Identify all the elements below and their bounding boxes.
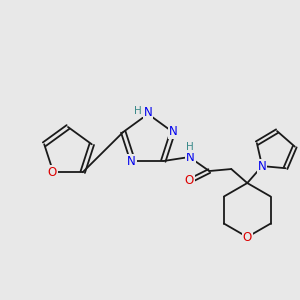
Text: N: N <box>144 106 152 119</box>
Text: O: O <box>48 166 57 179</box>
Text: H: H <box>134 106 142 116</box>
Text: O: O <box>243 230 252 244</box>
Text: N: N <box>258 160 266 172</box>
Text: O: O <box>185 173 194 187</box>
Text: N: N <box>169 125 178 139</box>
Text: N: N <box>127 154 136 167</box>
Text: N: N <box>186 151 195 164</box>
Text: H: H <box>186 142 194 152</box>
